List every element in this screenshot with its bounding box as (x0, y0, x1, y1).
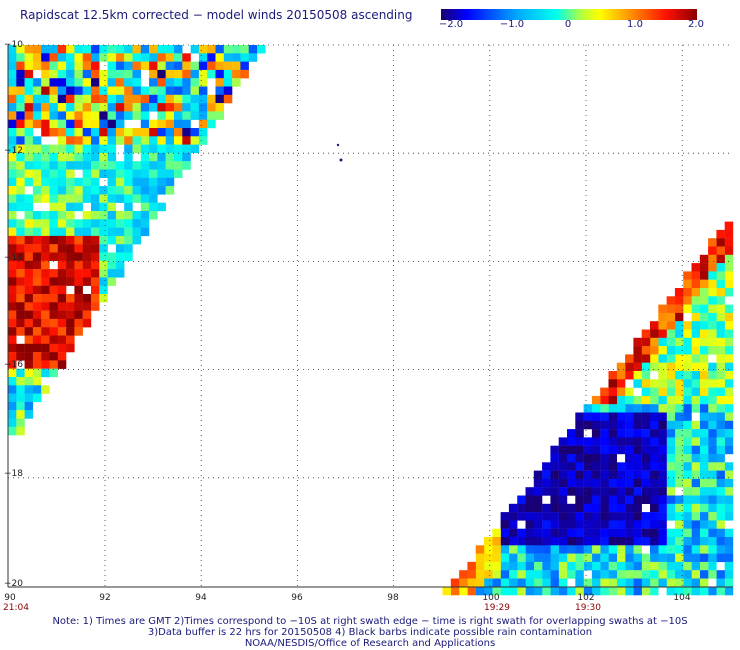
lat-label: −18 (4, 469, 23, 479)
footnote-line: 3)Data buffer is 22 hrs for 20150508 4) … (147, 627, 593, 638)
swath-right (442, 221, 734, 596)
lat-label: −10 (4, 40, 23, 50)
colorbar-tick-label: 0 (564, 19, 572, 30)
lon-label: 90 (4, 593, 16, 603)
footnote-line: NOAA/NESDIS/Office of Research and Appli… (244, 638, 496, 649)
lat-label: −12 (4, 146, 23, 156)
colorbar-tick-label: −1.0 (499, 19, 525, 30)
barb-marker (339, 158, 343, 162)
swath-time-label: 19:29 (484, 603, 510, 613)
lon-label: 104 (673, 593, 691, 603)
lat-label: −16 (4, 360, 23, 370)
lon-label: 100 (482, 593, 500, 603)
footnote-line: Note: 1) Times are GMT 2)Times correspon… (52, 616, 688, 627)
colorbar (441, 9, 697, 20)
swath-time-label: 19:30 (575, 603, 601, 613)
grid-lines (8, 44, 733, 587)
lon-label: 92 (99, 593, 111, 603)
lat-label: −20 (4, 579, 23, 589)
lon-label: 96 (291, 593, 303, 603)
lon-label: 102 (577, 593, 595, 603)
lon-label: 98 (387, 593, 399, 603)
lat-label: −14 (4, 253, 23, 263)
map-title: Rapidscat 12.5km corrected − model winds… (20, 8, 413, 22)
lon-label: 94 (195, 593, 207, 603)
colorbar-tick-label: 2.0 (688, 19, 704, 30)
colorbar-tick-label: 1.0 (627, 19, 643, 30)
swath-time-label: 21:04 (3, 603, 29, 613)
barb-marker (336, 143, 340, 147)
swath-left (8, 45, 266, 436)
colorbar-tick-label: −2.0 (438, 19, 464, 30)
